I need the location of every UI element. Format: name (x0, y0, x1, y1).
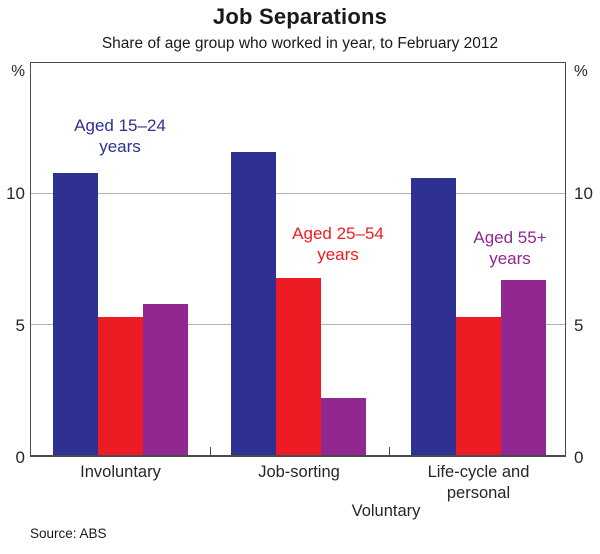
bar-life-cycle-and-personal-s2 (500, 280, 546, 455)
series-annotation: Aged 15–24 years (74, 116, 166, 156)
x-section-label-voluntary: Voluntary (351, 502, 421, 520)
series-annotation: Aged 55+ years (473, 228, 547, 268)
category-label: Life-cycle and personal (427, 463, 530, 502)
gridline (31, 193, 565, 194)
bar-life-cycle-and-personal-s1 (455, 316, 501, 455)
bar-life-cycle-and-personal-s0 (410, 178, 456, 455)
series-annotation: Aged 25–54 years (292, 224, 384, 264)
x-axis-group-tick (209, 447, 211, 455)
bar-involuntary-s2 (142, 303, 188, 455)
y-tick-label-right: 10 (574, 184, 593, 204)
category-label: Involuntary (80, 463, 161, 481)
bar-job-sorting-s2 (321, 397, 366, 455)
category-label: Job-sorting (258, 463, 340, 481)
bar-job-sorting-s0 (231, 152, 276, 455)
x-axis-group-tick (388, 447, 390, 455)
y-tick-label-left: 0 (15, 447, 25, 467)
chart-subtitle: Share of age group who worked in year, t… (101, 35, 499, 52)
y-axis-unit-left: % (11, 63, 25, 80)
bar-job-sorting-s1 (276, 277, 321, 455)
bar-involuntary-s0 (52, 173, 98, 455)
plot-area (30, 62, 566, 457)
y-tick-label-right: 0 (574, 447, 584, 467)
y-tick-label-left: 10 (6, 184, 25, 204)
y-axis-unit-right: % (574, 63, 588, 80)
page-title: Job Separations (212, 4, 388, 29)
bar-involuntary-s1 (97, 316, 143, 455)
y-tick-label-left: 5 (15, 315, 25, 335)
source-note: Source: ABS (30, 526, 107, 541)
y-tick-label-right: 5 (574, 315, 584, 335)
